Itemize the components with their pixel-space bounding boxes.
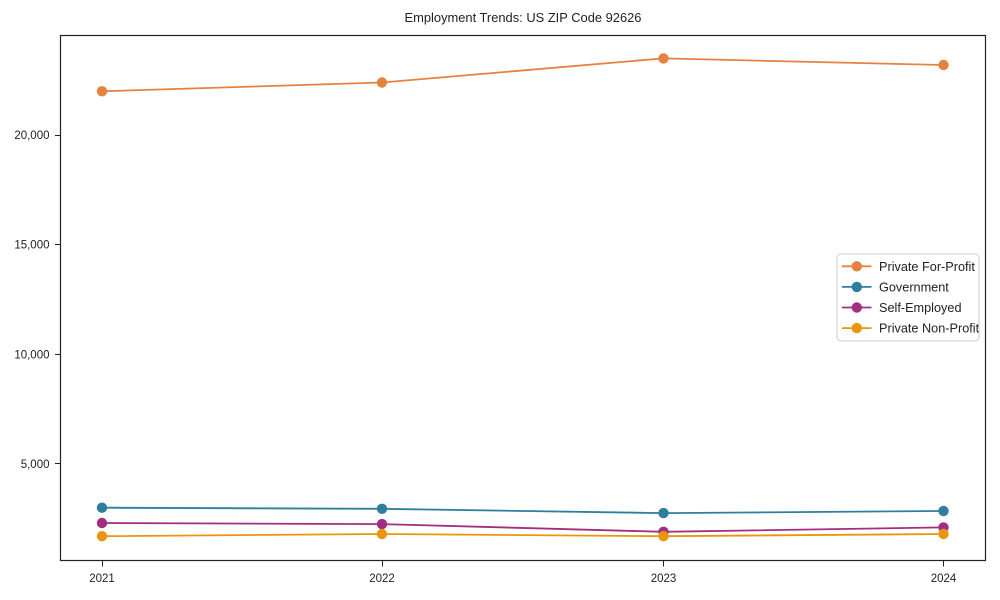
svg-text:2021: 2021 xyxy=(89,573,115,585)
svg-text:Private For-Profit: Private For-Profit xyxy=(879,260,975,274)
svg-text:Employment Trends: US ZIP Code: Employment Trends: US ZIP Code 92626 xyxy=(405,10,642,25)
svg-text:2023: 2023 xyxy=(651,573,677,585)
svg-text:5,000: 5,000 xyxy=(21,459,50,471)
svg-text:15,000: 15,000 xyxy=(14,240,49,252)
svg-text:2022: 2022 xyxy=(369,573,395,585)
svg-text:10,000: 10,000 xyxy=(14,349,49,361)
svg-text:Self-Employed: Self-Employed xyxy=(879,301,962,315)
svg-text:20,000: 20,000 xyxy=(14,130,49,142)
svg-text:2024: 2024 xyxy=(931,573,957,585)
svg-text:Private Non-Profit: Private Non-Profit xyxy=(879,322,980,336)
svg-text:Government: Government xyxy=(879,280,949,294)
